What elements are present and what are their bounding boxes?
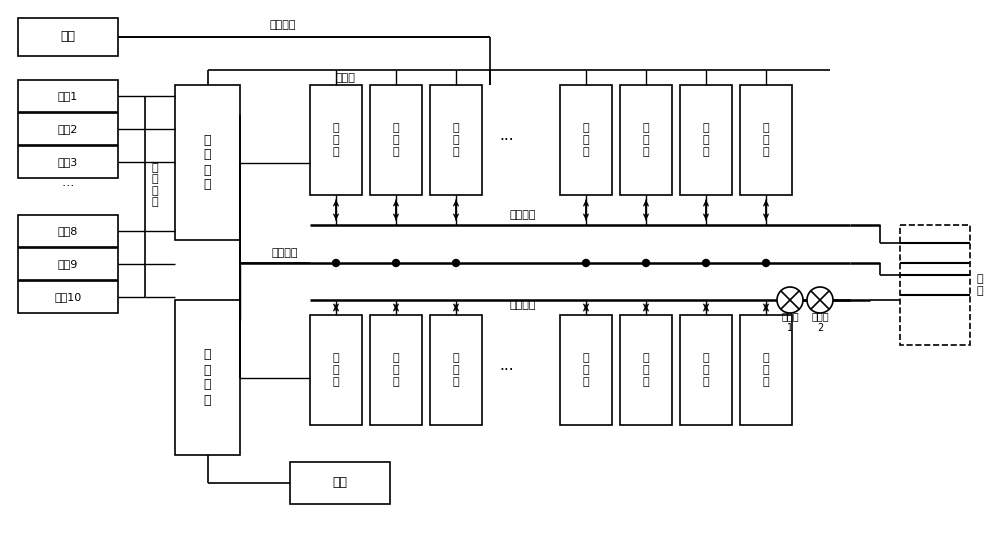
- Text: 压
裂
车: 压 裂 车: [643, 354, 649, 387]
- Circle shape: [777, 287, 803, 313]
- Bar: [18, 281, 118, 313]
- Text: 压
裂
车: 压 裂 车: [393, 123, 399, 157]
- Text: 供酸管线: 供酸管线: [270, 20, 296, 30]
- Text: 液动阀
1: 液动阀 1: [781, 311, 799, 333]
- Text: 压
裂
车: 压 裂 车: [453, 354, 459, 387]
- Text: ···: ···: [500, 362, 514, 378]
- Bar: [18, 18, 118, 56]
- Bar: [560, 85, 612, 195]
- Text: 软管线: 软管线: [335, 73, 355, 83]
- Bar: [175, 300, 240, 455]
- Bar: [18, 215, 118, 247]
- Text: 压
裂
车: 压 裂 车: [393, 354, 399, 387]
- Text: 压
裂
车: 压 裂 车: [643, 123, 649, 157]
- Bar: [18, 80, 118, 112]
- Text: 液罐8: 液罐8: [58, 226, 78, 236]
- Text: 压
裂
车: 压 裂 车: [703, 354, 709, 387]
- Text: 供
液
管
线: 供 液 管 线: [152, 163, 158, 207]
- Text: 液罐2: 液罐2: [58, 124, 78, 134]
- Text: 低压管汇: 低压管汇: [272, 248, 298, 258]
- Bar: [18, 248, 118, 280]
- Text: 液罐9: 液罐9: [58, 259, 78, 269]
- Circle shape: [392, 259, 400, 267]
- Text: 液罐1: 液罐1: [58, 91, 78, 101]
- Bar: [370, 85, 422, 195]
- Bar: [370, 315, 422, 425]
- Bar: [560, 315, 612, 425]
- Text: 酸罐: 酸罐: [60, 30, 76, 44]
- Bar: [900, 225, 970, 345]
- Text: 压
裂
车: 压 裂 车: [703, 123, 709, 157]
- Text: 压
裂
车: 压 裂 车: [763, 354, 769, 387]
- Bar: [430, 85, 482, 195]
- Text: 压
裂
车: 压 裂 车: [583, 354, 589, 387]
- Bar: [620, 85, 672, 195]
- Text: 压
裂
车: 压 裂 车: [763, 123, 769, 157]
- Text: 压
裂
车: 压 裂 车: [333, 354, 339, 387]
- Bar: [310, 315, 362, 425]
- Bar: [740, 85, 792, 195]
- Bar: [740, 315, 792, 425]
- Text: ···: ···: [500, 133, 514, 147]
- Circle shape: [763, 259, 770, 267]
- Bar: [310, 85, 362, 195]
- Text: 主
混
砂
车: 主 混 砂 车: [204, 349, 211, 406]
- Text: 压
裂
车: 压 裂 车: [333, 123, 339, 157]
- Text: 砂罐: 砂罐: [332, 477, 348, 490]
- Text: 压
裂
车: 压 裂 车: [453, 123, 459, 157]
- Circle shape: [332, 259, 340, 267]
- Text: 副
混
砂
车: 副 混 砂 车: [204, 133, 211, 191]
- Text: 高压管汇: 高压管汇: [510, 300, 536, 310]
- Bar: [18, 113, 118, 145]
- Circle shape: [642, 259, 650, 267]
- Text: 高压管汇: 高压管汇: [510, 210, 536, 220]
- Circle shape: [452, 259, 460, 267]
- Bar: [680, 315, 732, 425]
- Bar: [430, 315, 482, 425]
- Bar: [680, 85, 732, 195]
- Bar: [18, 146, 118, 178]
- Text: 液罐10: 液罐10: [54, 292, 82, 302]
- Text: 井
口: 井 口: [977, 274, 983, 296]
- Bar: [290, 462, 390, 504]
- Text: 液罐3: 液罐3: [58, 157, 78, 167]
- Circle shape: [582, 259, 590, 267]
- Text: 压
裂
车: 压 裂 车: [583, 123, 589, 157]
- Text: …: …: [62, 176, 74, 189]
- Circle shape: [702, 259, 710, 267]
- Circle shape: [807, 287, 833, 313]
- Bar: [620, 315, 672, 425]
- Bar: [175, 85, 240, 240]
- Text: 液动阀
2: 液动阀 2: [811, 311, 829, 333]
